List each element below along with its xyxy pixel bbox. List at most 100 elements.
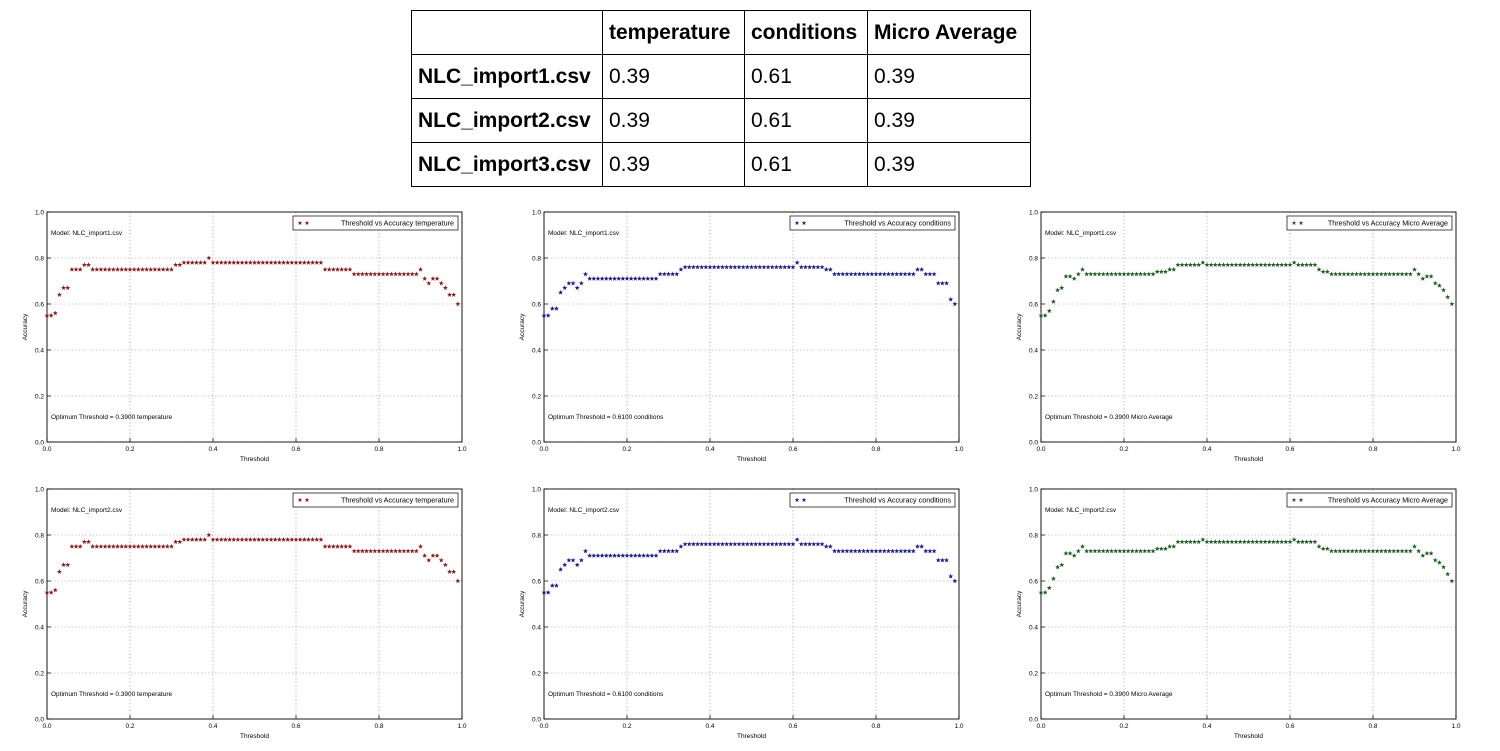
- data-point: [649, 276, 655, 281]
- data-point: [276, 260, 282, 265]
- data-point: [318, 260, 324, 265]
- x-tick-label: 0.4: [208, 723, 217, 730]
- data-point: [1163, 546, 1168, 551]
- data-point: [1341, 271, 1347, 277]
- y-tick-label: 0.6: [1029, 301, 1038, 308]
- data-point: [807, 541, 813, 547]
- legend-box: [292, 215, 459, 231]
- y-tick-label: 0.8: [35, 255, 44, 262]
- cell-temperature: 0.39: [602, 142, 745, 187]
- data-point: [239, 260, 245, 265]
- data-point: [1366, 271, 1372, 277]
- data-point: [856, 271, 862, 277]
- legend-label: Threshold vs Accuracy Micro Average: [1328, 219, 1448, 228]
- data-point: [632, 276, 638, 281]
- data-point: [545, 589, 551, 595]
- model-annotation: Model: NLC_import1.csv: [51, 230, 123, 237]
- data-point: [447, 292, 453, 297]
- data-point: [384, 271, 390, 277]
- data-point: [558, 566, 564, 572]
- y-tick-label: 0.2: [1029, 670, 1038, 677]
- data-point: [1117, 548, 1123, 554]
- data-point: [1312, 262, 1318, 267]
- data-point: [1428, 550, 1434, 556]
- data-point: [894, 548, 900, 554]
- data-point: [1262, 262, 1268, 267]
- data-point: [310, 537, 316, 542]
- data-point: [455, 301, 461, 307]
- data-point: [285, 260, 291, 265]
- y-tick-label: 0.2: [35, 393, 44, 400]
- data-point: [744, 264, 750, 270]
- plot-frame: [1040, 211, 1457, 443]
- data-point: [790, 541, 796, 547]
- plot-frame: [46, 488, 463, 720]
- data-point: [1333, 271, 1339, 277]
- optimum-threshold-annotation: Optimum Threshold = 0.6100 conditions: [548, 414, 664, 421]
- data-point: [823, 543, 829, 549]
- data-point: [305, 537, 311, 542]
- chart-panel: 0.0 0.2 0.4 0.6 0.8 1.0 0.0 0.2 0.4 0.6 0.8 1.0 Thre…: [22, 486, 467, 740]
- data-point: [1370, 548, 1376, 554]
- data-point: [376, 271, 382, 277]
- data-point: [587, 276, 593, 281]
- data-point: [1208, 539, 1214, 544]
- y-tick-label: 0.6: [532, 578, 541, 585]
- legend-label: Threshold vs Accuracy temperature: [341, 496, 454, 505]
- data-point: [1237, 262, 1243, 267]
- data-point: [268, 537, 274, 542]
- data-point: [1262, 539, 1268, 544]
- x-tick-label: 0.6: [788, 723, 797, 730]
- data-point: [252, 537, 257, 542]
- data-point: [603, 276, 609, 281]
- data-point: [301, 260, 307, 265]
- data-point: [202, 537, 208, 542]
- data-point: [902, 548, 908, 554]
- y-tick-label: 1.0: [1029, 209, 1038, 216]
- data-point: [359, 548, 365, 554]
- data-point: [1171, 266, 1177, 272]
- data-point: [1275, 262, 1281, 267]
- data-point: [318, 537, 324, 542]
- data-point: [222, 260, 228, 265]
- data-point: [1295, 539, 1301, 544]
- data-point: [173, 539, 179, 544]
- cell-micro-average: 0.39: [867, 142, 1031, 187]
- data-point: [368, 271, 374, 277]
- y-tick-label: 0.2: [35, 670, 44, 677]
- data-point: [326, 266, 332, 272]
- data-point: [1142, 271, 1148, 277]
- data-point: [455, 578, 461, 584]
- data-point: [1059, 562, 1065, 567]
- data-point: [152, 543, 158, 549]
- data-point: [1154, 269, 1160, 274]
- data-point: [347, 543, 353, 549]
- data-point: [661, 548, 667, 554]
- data-point: [1246, 262, 1251, 267]
- data-point: [218, 537, 224, 542]
- data-point: [214, 260, 220, 265]
- data-point: [666, 271, 671, 277]
- column-header: [411, 10, 603, 55]
- data-point: [1387, 548, 1393, 554]
- data-point: [819, 541, 825, 547]
- data-point: [948, 296, 954, 302]
- data-point: [227, 260, 233, 265]
- data-point: [1304, 262, 1310, 267]
- column-header: conditions: [744, 10, 868, 55]
- data-point: [566, 557, 572, 563]
- data-point: [1266, 539, 1272, 544]
- data-point: [1071, 276, 1077, 281]
- data-point: [873, 271, 879, 277]
- data-point: [65, 562, 71, 567]
- data-point: [898, 271, 904, 277]
- data-point: [1329, 271, 1334, 277]
- data-point: [1353, 271, 1359, 277]
- data-point: [181, 260, 187, 265]
- data-point: [148, 543, 154, 549]
- data-point: [202, 260, 208, 265]
- data-point: [856, 548, 862, 554]
- data-point: [1279, 539, 1285, 544]
- data-point: [1067, 273, 1073, 279]
- data-point: [690, 264, 696, 270]
